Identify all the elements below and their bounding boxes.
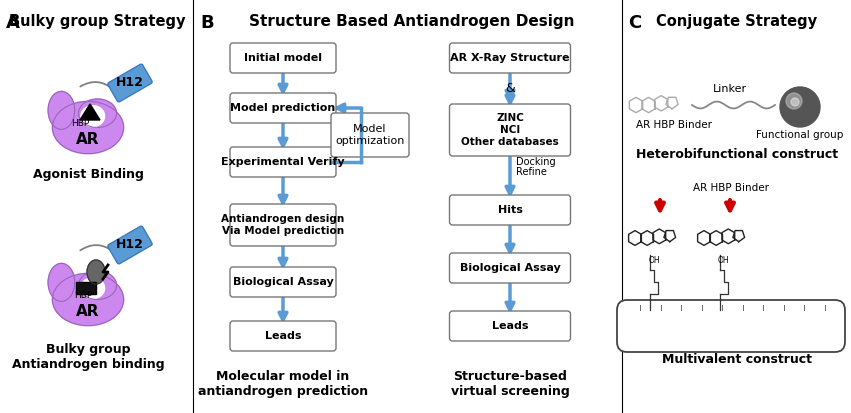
Ellipse shape — [78, 99, 117, 128]
Text: HBP: HBP — [74, 292, 92, 301]
Circle shape — [780, 87, 820, 127]
Text: Structure Based Antiandrogen Design: Structure Based Antiandrogen Design — [249, 14, 574, 29]
FancyBboxPatch shape — [449, 43, 570, 73]
Ellipse shape — [81, 106, 105, 126]
Text: Bulky group Strategy: Bulky group Strategy — [9, 14, 186, 29]
Text: Leads: Leads — [492, 321, 528, 331]
Text: Model
optimization: Model optimization — [335, 124, 405, 146]
Text: Multivalent construct: Multivalent construct — [662, 353, 812, 366]
Text: ZINC
NCI
Other databases: ZINC NCI Other databases — [461, 114, 559, 147]
FancyBboxPatch shape — [230, 321, 336, 351]
Ellipse shape — [53, 273, 123, 325]
Text: AR: AR — [77, 304, 100, 320]
Text: Functional group: Functional group — [757, 130, 843, 140]
FancyBboxPatch shape — [230, 93, 336, 123]
Text: C: C — [628, 14, 642, 32]
FancyBboxPatch shape — [76, 282, 96, 294]
FancyBboxPatch shape — [230, 267, 336, 297]
Text: Docking: Docking — [516, 157, 556, 167]
Text: HBP: HBP — [71, 119, 89, 128]
FancyBboxPatch shape — [449, 195, 570, 225]
Text: AR: AR — [77, 133, 100, 147]
Text: &: & — [505, 82, 515, 95]
Text: Structure-based
virtual screening: Structure-based virtual screening — [451, 370, 569, 398]
Text: Heterobifunctional construct: Heterobifunctional construct — [636, 148, 838, 161]
Text: Model prediction: Model prediction — [231, 103, 335, 113]
FancyBboxPatch shape — [449, 253, 570, 283]
FancyBboxPatch shape — [230, 147, 336, 177]
Circle shape — [786, 93, 802, 109]
FancyBboxPatch shape — [108, 64, 152, 102]
Text: A: A — [6, 14, 20, 32]
Text: AR HBP Binder: AR HBP Binder — [636, 120, 712, 130]
Text: Biological Assay: Biological Assay — [460, 263, 560, 273]
Text: Refine: Refine — [516, 167, 547, 177]
Text: Molecular model in
antiandrogen prediction: Molecular model in antiandrogen predicti… — [198, 370, 368, 398]
Ellipse shape — [49, 91, 75, 129]
FancyBboxPatch shape — [230, 204, 336, 246]
Text: Antiandrogen design
Via Model prediction: Antiandrogen design Via Model prediction — [221, 214, 345, 236]
Ellipse shape — [87, 260, 105, 284]
Text: Bulky group
Antiandrogen binding: Bulky group Antiandrogen binding — [12, 343, 164, 371]
FancyBboxPatch shape — [331, 113, 409, 157]
Text: H12: H12 — [116, 238, 144, 252]
Ellipse shape — [49, 263, 75, 301]
Text: Experimental Verify: Experimental Verify — [221, 157, 345, 167]
Text: AR HBP Binder: AR HBP Binder — [693, 183, 769, 193]
Text: Agonist Binding: Agonist Binding — [32, 168, 144, 181]
Ellipse shape — [81, 278, 105, 299]
FancyBboxPatch shape — [230, 43, 336, 73]
Text: Biological Assay: Biological Assay — [232, 277, 334, 287]
Text: Conjugate Strategy: Conjugate Strategy — [656, 14, 818, 29]
Text: OH: OH — [717, 256, 728, 265]
Text: OH: OH — [648, 256, 660, 265]
Polygon shape — [80, 104, 100, 120]
Text: Linker: Linker — [713, 84, 747, 94]
FancyBboxPatch shape — [449, 104, 570, 156]
Ellipse shape — [53, 101, 123, 154]
Text: AR X-Ray Structure: AR X-Ray Structure — [450, 53, 570, 63]
Text: Leads: Leads — [265, 331, 301, 341]
FancyBboxPatch shape — [449, 311, 570, 341]
Text: H12: H12 — [116, 76, 144, 90]
Text: B: B — [200, 14, 214, 32]
FancyBboxPatch shape — [617, 300, 845, 352]
Circle shape — [791, 98, 799, 106]
Ellipse shape — [78, 271, 117, 299]
FancyBboxPatch shape — [108, 226, 152, 264]
Text: Hits: Hits — [498, 205, 523, 215]
Text: Initial model: Initial model — [244, 53, 322, 63]
